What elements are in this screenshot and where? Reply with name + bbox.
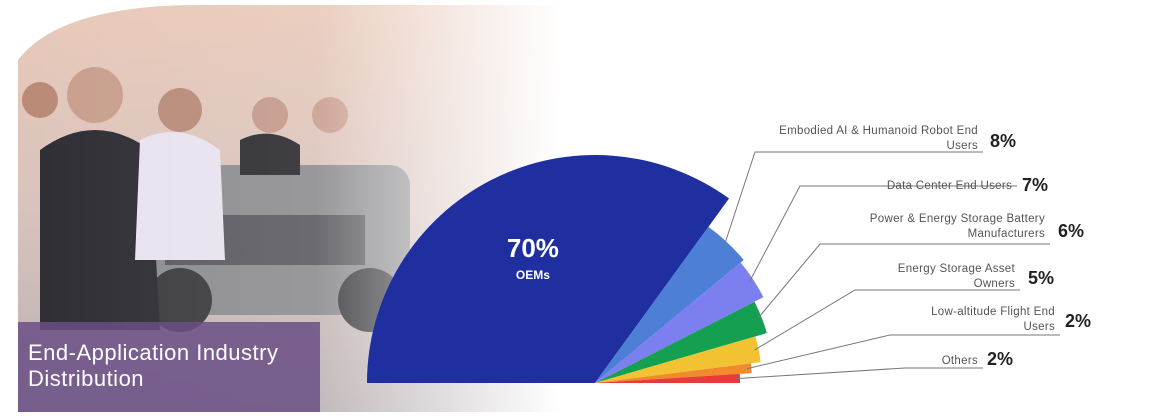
category-label: Low-altitude Flight End Users — [925, 305, 1055, 335]
category-label: Data Center End Users — [812, 179, 1012, 194]
category-label: Others — [858, 354, 978, 369]
category-label: Embodied AI & Humanoid Robot End Users — [778, 124, 978, 154]
value-label: 8% — [990, 131, 1016, 152]
page: {"chart_data": {"type": "pie", "half": t… — [0, 0, 1152, 416]
infographic: 70% OEMs End-Application Industry Distrib… — [0, 0, 1152, 416]
leader-line — [736, 368, 983, 379]
value-label: 6% — [1058, 221, 1084, 242]
slice-value-label: 70% — [507, 233, 559, 263]
chart-title: End-Application Industry Distribution — [28, 340, 318, 392]
category-label: Energy Storage Asset Owners — [895, 262, 1015, 292]
value-label: 2% — [987, 349, 1013, 370]
value-label: 5% — [1028, 268, 1054, 289]
category-label: Power & Energy Storage Battery Manufactu… — [845, 212, 1045, 242]
value-label: 2% — [1065, 311, 1091, 332]
slice-category-label: OEMs — [516, 268, 550, 282]
value-label: 7% — [1022, 175, 1048, 196]
